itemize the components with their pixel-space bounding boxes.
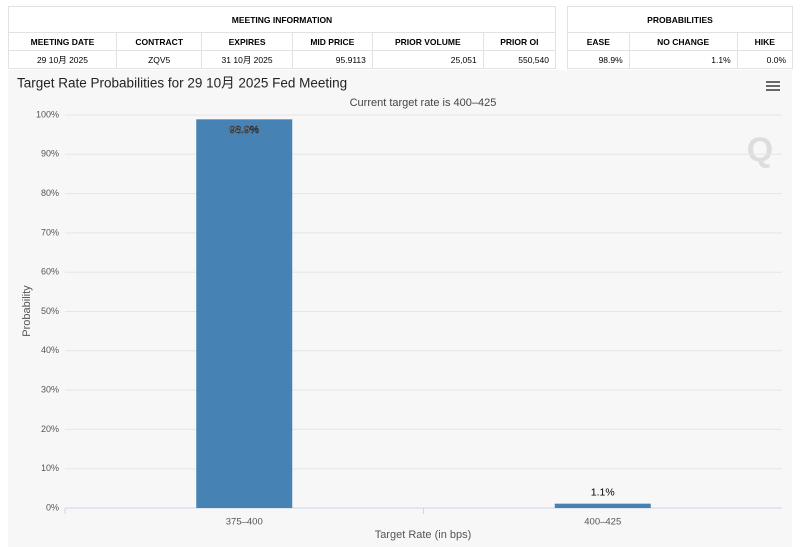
column-header: EXPIRES xyxy=(201,32,293,51)
table-cell: 1.1% xyxy=(628,50,738,69)
menu-button[interactable] xyxy=(766,81,780,91)
table-cell: 25,051 xyxy=(371,50,484,69)
y-tick-label: 100% xyxy=(36,109,59,119)
table-title: MEETING INFORMATION xyxy=(8,6,556,33)
table-cell: 95.9113 xyxy=(291,50,373,69)
table-cell: 550,540 xyxy=(482,50,557,69)
table-cell: 29 10月 2025 xyxy=(8,50,117,69)
column-header: MEETING DATE xyxy=(8,32,117,51)
column-header: HIKE xyxy=(736,32,794,51)
table-title: PROBABILITIES xyxy=(567,6,793,33)
bar xyxy=(196,119,293,508)
x-tick-label: 400–425 xyxy=(584,517,621,528)
chart-title: Target Rate Probabilities for 29 10月 202… xyxy=(17,76,347,91)
y-tick-label: 50% xyxy=(41,306,59,316)
y-tick-label: 20% xyxy=(41,424,59,434)
value-label: 98.9% xyxy=(229,124,259,136)
table-cell: ZQV5 xyxy=(115,50,203,69)
meeting-table: MEETING INFORMATION MEETING DATE CONTRACT E… xyxy=(8,6,557,69)
y-axis-label: Probability xyxy=(21,285,33,337)
x-tick-label: 375–400 xyxy=(226,517,263,528)
probabilities-table: PROBABILITIES EASE NO CHANGE HIKE 98.9% 1.1% 0… xyxy=(567,6,794,69)
y-tick-label: 90% xyxy=(41,149,59,159)
x-axis-label: Target Rate (in bps) xyxy=(375,529,472,541)
column-header: PRIOR VOLUME xyxy=(371,32,484,51)
watermark: Q xyxy=(747,131,773,169)
column-header: MID PRICE xyxy=(291,32,373,51)
y-tick-label: 70% xyxy=(41,227,59,237)
table-cell: 31 10月 2025 xyxy=(201,50,293,69)
bar xyxy=(554,503,651,508)
y-tick-label: 80% xyxy=(41,188,59,198)
y-tick-label: 40% xyxy=(41,345,59,355)
value-label: 1.1% xyxy=(591,486,615,498)
column-header: PRIOR OI xyxy=(482,32,557,51)
table-cell: 0.0% xyxy=(736,50,794,69)
table-cell: 98.9% xyxy=(567,50,630,69)
column-header: EASE xyxy=(567,32,630,51)
y-tick-label: 60% xyxy=(41,267,59,277)
chart-subtitle: Current target rate is 400–425 xyxy=(350,97,497,109)
y-tick-label: 10% xyxy=(41,463,59,473)
column-header: CONTRACT xyxy=(115,32,203,51)
y-tick-label: 30% xyxy=(41,384,59,394)
chart-background xyxy=(8,70,792,547)
column-header: NO CHANGE xyxy=(628,32,738,51)
y-tick-label: 0% xyxy=(46,502,59,512)
